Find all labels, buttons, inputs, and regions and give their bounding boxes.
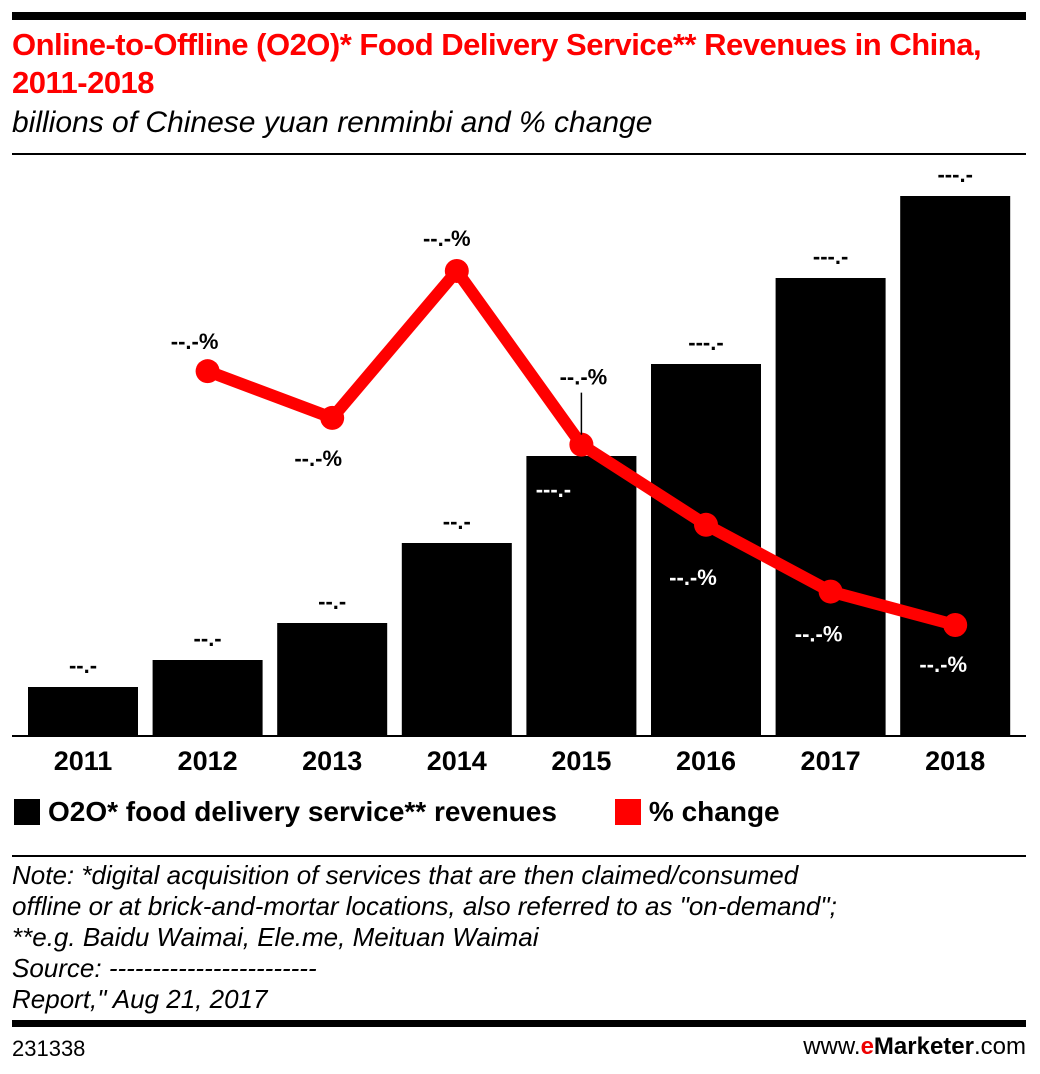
top-rule — [12, 12, 1026, 20]
line-point-2013 — [320, 405, 345, 430]
line-label-2017: --.-% — [795, 622, 843, 647]
note-rule — [12, 855, 1026, 857]
line-point-2018 — [943, 613, 968, 637]
bar-2017 — [775, 278, 886, 735]
line-label-2013: --.-% — [294, 446, 342, 471]
bar-label-2018: ---.- — [937, 162, 972, 187]
plot-area: --.- 2011 --.- 2012 --.- 2013 --.- 2014 ---.- 201… — [12, 162, 1026, 776]
x-tick-label-2015: 2015 — [551, 746, 611, 776]
x-tick-label-2017: 2017 — [801, 746, 861, 776]
bar-2014 — [401, 543, 512, 735]
legend-swatch-bar — [14, 799, 40, 825]
line-label-2012: --.-% — [171, 329, 219, 354]
note-line: **e.g. Baidu Waimai, Ele.me, Meituan Wai… — [12, 922, 539, 952]
legend-label-line: % change — [648, 796, 780, 827]
bar-label-2011: --.- — [69, 653, 97, 678]
bar-label-2013: --.- — [318, 589, 346, 614]
legend-label-bar: O2O* food delivery service** revenues — [48, 796, 557, 827]
line-point-2014 — [444, 258, 469, 283]
bar-label-2015: ---.- — [536, 477, 571, 502]
x-axis-line — [12, 735, 1026, 737]
line-label-2014: --.-% — [423, 226, 471, 251]
note-line: Note: *digital acquisition of services t… — [12, 860, 799, 890]
note-line: offline or at brick-and-mortar locations… — [12, 891, 837, 921]
x-tick-label-2016: 2016 — [676, 746, 736, 776]
bar-label-2012: --.- — [194, 626, 222, 651]
bottom-rule — [12, 1020, 1026, 1027]
bar-label-2016: ---.- — [688, 330, 723, 355]
x-tick-label-2014: 2014 — [427, 746, 487, 776]
bar-2018 — [900, 196, 1011, 735]
line-point-2012 — [195, 359, 220, 384]
bar-label-2017: ---.- — [813, 244, 848, 269]
bar-label-2014: --.- — [443, 509, 471, 534]
brand-e: e — [860, 1033, 874, 1060]
x-tick-label-2012: 2012 — [178, 746, 238, 776]
bar-2011 — [28, 687, 138, 735]
bar-2012 — [152, 660, 263, 735]
brand-logo: www.eMarketer.com — [803, 1033, 1026, 1061]
chart-subtitle: billions of Chinese yuan renminbi and % … — [12, 106, 653, 139]
line-label-2018: --.-% — [919, 652, 967, 677]
legend-swatch-line — [614, 799, 641, 825]
brand-main: Marketer — [873, 1033, 974, 1060]
legend: O2O* food delivery service** revenues % … — [14, 796, 780, 828]
line-point-2016 — [694, 512, 718, 537]
line-label-2015: --.-% — [560, 365, 608, 390]
header-rule — [12, 153, 1026, 155]
chart-id: 231338 — [12, 1036, 86, 1061]
source-line: Source: ------------------------ — [12, 953, 317, 983]
line-label-2016: --.-% — [669, 565, 717, 590]
chart-title: Online-to-Offline (O2O)* Food Delivery S… — [12, 27, 982, 100]
bar-2013 — [277, 623, 388, 735]
x-tick-label-2013: 2013 — [302, 746, 362, 776]
brand-post: .com — [973, 1033, 1026, 1060]
line-point-2015 — [569, 432, 594, 457]
x-tick-label-2011: 2011 — [54, 746, 113, 776]
source-line: Report," Aug 21, 2017 — [12, 984, 268, 1014]
brand-pre: www. — [803, 1033, 861, 1060]
x-tick-label-2018: 2018 — [925, 746, 985, 776]
line-point-2017 — [818, 579, 843, 604]
bar-2015 — [526, 456, 637, 735]
note: Note: *digital acquisition of services t… — [12, 860, 837, 1015]
